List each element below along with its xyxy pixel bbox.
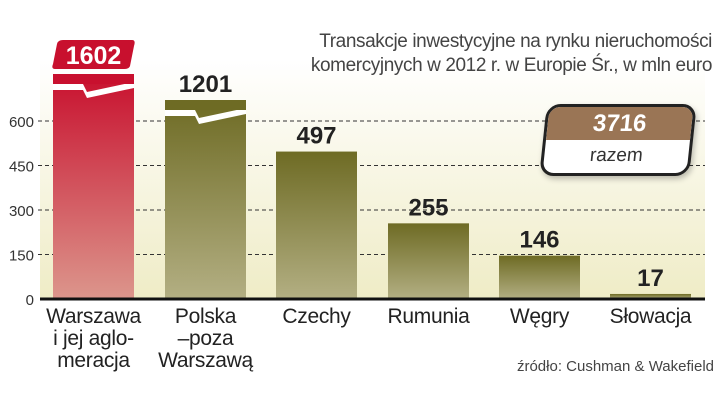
bar: [53, 74, 134, 299]
x-tick-label-line: Słowacja: [609, 305, 692, 328]
data-label: 146: [519, 227, 559, 254]
x-tick-label-line: meracja: [57, 349, 130, 372]
x-tick-label-line: Rumunia: [387, 305, 470, 328]
x-tick-label-line: i jej aglo-: [53, 327, 134, 350]
bar-cap: [165, 100, 246, 110]
x-tick-label: Polska –poza Warszawą: [145, 306, 266, 372]
total-label: razem: [588, 145, 644, 166]
bar: [610, 293, 691, 299]
x-tick-label-line: Węgry: [509, 305, 570, 328]
x-tick-label: Węgry: [479, 306, 600, 328]
chart-title: Transakcje inwestycyjne na rynku nieruch…: [311, 30, 712, 78]
bar-cap: [53, 74, 134, 84]
x-tick-label-line: Warszawą: [158, 349, 253, 372]
bar: [499, 255, 580, 299]
y-tick-label: 450: [9, 159, 34, 176]
x-tick-label: Czechy: [256, 306, 377, 328]
x-tick-label-line: Czechy: [282, 305, 351, 328]
total-badge: 3716 razem: [539, 104, 697, 176]
data-label: 1201: [179, 71, 232, 98]
title-line-2: komercyjnych w 2012 r. w Europie Śr., w …: [310, 55, 712, 76]
y-tick-label: 0: [26, 292, 34, 309]
bar: [165, 100, 246, 299]
bar: [276, 151, 357, 299]
title-line-1: Transakcje inwestycyjne na rynku nieruch…: [319, 31, 712, 52]
bar: [388, 223, 469, 299]
x-tick-label-line: Polska: [174, 305, 237, 328]
data-label: 1602: [66, 42, 122, 70]
x-tick-label: Słowacja: [590, 306, 711, 328]
x-tick-label: Rumunia: [368, 306, 489, 328]
axis-break: [53, 82, 134, 98]
axis-break: [165, 108, 246, 124]
total-value: 3716: [546, 107, 694, 140]
highlight-label-box: [52, 40, 135, 69]
data-label: 497: [296, 123, 336, 150]
y-tick-label: 600: [9, 114, 34, 131]
source-note: źródło: Cushman & Wakefield: [516, 358, 714, 375]
y-tick-label: 300: [9, 203, 34, 220]
y-tick-label: 150: [9, 248, 34, 265]
x-tick-label: Warszawa i jej aglo-meracja: [33, 306, 154, 372]
plot-background: [40, 60, 705, 299]
x-tick-label-line: –poza: [177, 327, 234, 350]
x-tick-label-line: Warszawa: [46, 305, 141, 328]
data-label: 255: [408, 194, 448, 221]
data-label: 17: [637, 265, 664, 292]
